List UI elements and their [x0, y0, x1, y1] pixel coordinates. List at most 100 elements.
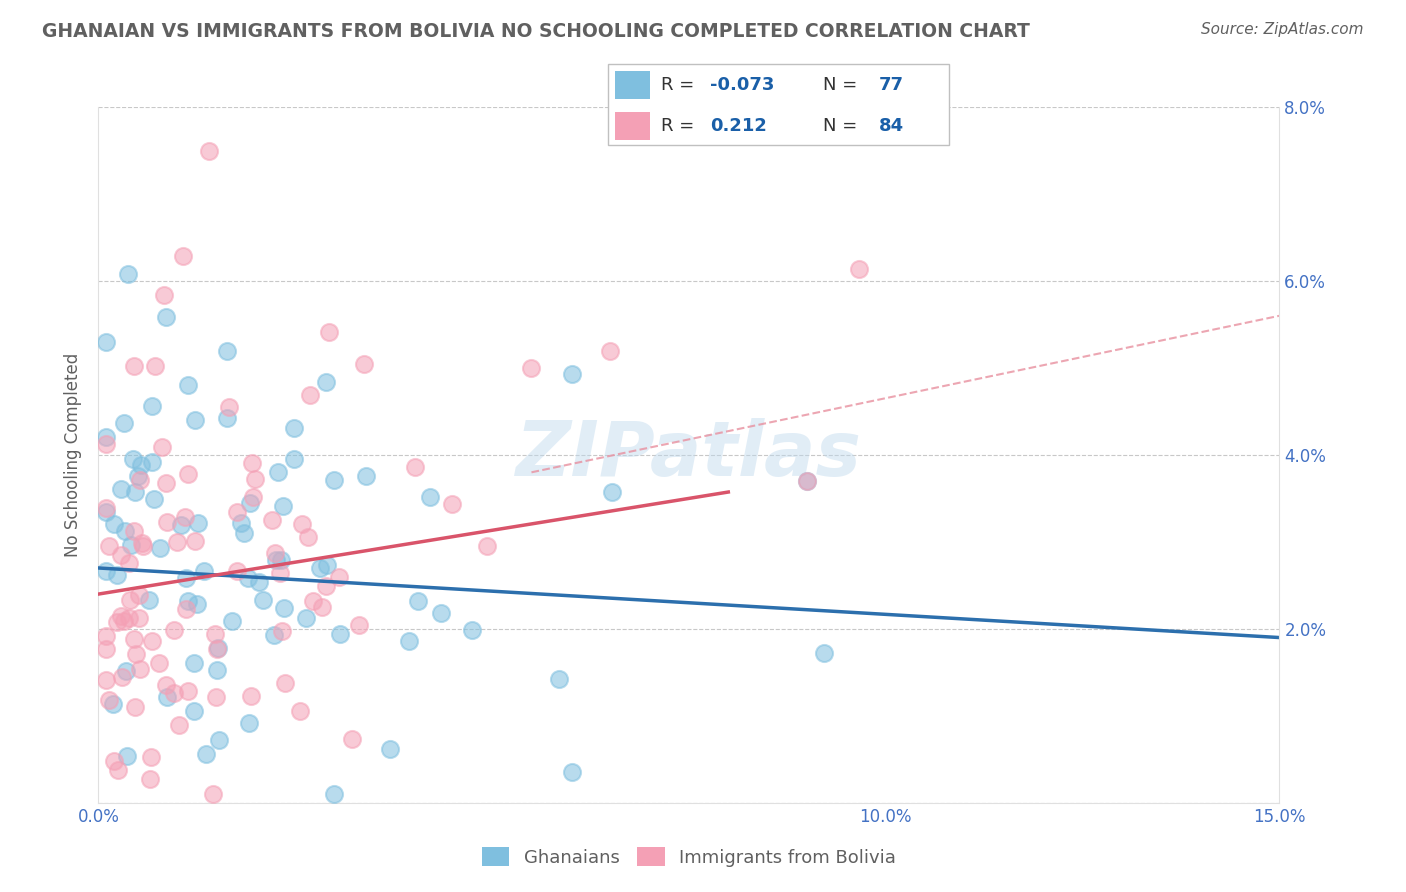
Point: [143, 359, 166, 374]
Point: [174, 571, 197, 585]
Point: [264, 546, 287, 560]
Point: [96, 430, 118, 444]
Point: [347, 617, 370, 632]
Point: [96, 641, 118, 656]
Point: [149, 541, 172, 555]
Point: [204, 626, 226, 640]
Text: -0.073: -0.073: [710, 77, 775, 95]
Point: [243, 472, 266, 486]
Point: [111, 670, 134, 684]
Point: [118, 611, 141, 625]
Point: [143, 491, 166, 506]
Point: [229, 516, 252, 530]
Point: [238, 716, 260, 731]
Point: [242, 491, 264, 505]
Point: [138, 593, 160, 607]
Point: [150, 440, 173, 454]
Text: 77: 77: [879, 77, 904, 95]
Point: [440, 497, 463, 511]
Point: [186, 597, 208, 611]
Point: [172, 249, 194, 263]
Point: [548, 672, 571, 686]
Point: [430, 607, 453, 621]
Text: ZIPatlas: ZIPatlas: [516, 418, 862, 491]
Point: [120, 538, 142, 552]
Point: [207, 641, 229, 656]
Point: [260, 513, 283, 527]
Point: [197, 144, 219, 158]
Point: [271, 500, 294, 514]
Point: [309, 561, 332, 575]
Point: [263, 628, 285, 642]
Point: [264, 553, 287, 567]
Point: [247, 575, 270, 590]
Point: [96, 505, 118, 519]
Point: [141, 399, 163, 413]
Point: [311, 600, 333, 615]
Point: [163, 686, 186, 700]
Point: [184, 533, 207, 548]
Point: [97, 539, 120, 553]
Point: [177, 594, 200, 608]
Point: [315, 579, 337, 593]
Point: [115, 749, 138, 764]
Text: N =: N =: [823, 77, 862, 95]
Point: [353, 357, 375, 371]
Point: [600, 485, 623, 500]
Point: [96, 673, 118, 688]
Point: [110, 549, 132, 563]
Point: [110, 483, 132, 497]
Point: [96, 500, 118, 515]
Point: [129, 458, 152, 473]
Point: [561, 368, 583, 382]
Point: [96, 335, 118, 350]
Point: [328, 570, 350, 584]
Point: [322, 474, 344, 488]
Point: [475, 539, 498, 553]
Point: [129, 662, 152, 676]
Point: [848, 262, 870, 277]
Point: [207, 640, 229, 655]
Point: [124, 485, 146, 500]
Text: GHANAIAN VS IMMIGRANTS FROM BOLIVIA NO SCHOOLING COMPLETED CORRELATION CHART: GHANAIAN VS IMMIGRANTS FROM BOLIVIA NO S…: [42, 22, 1031, 41]
Point: [98, 693, 121, 707]
Point: [283, 421, 305, 435]
Point: [298, 388, 321, 402]
Point: [273, 601, 295, 615]
Point: [166, 534, 188, 549]
Point: [115, 664, 138, 678]
Point: [128, 588, 150, 602]
Point: [112, 614, 135, 628]
Point: [141, 634, 163, 648]
Point: [283, 451, 305, 466]
Point: [107, 763, 129, 777]
Point: [194, 747, 217, 761]
Point: [101, 697, 124, 711]
Point: [174, 509, 197, 524]
Point: [252, 593, 274, 607]
Point: [127, 468, 149, 483]
Point: [184, 413, 207, 427]
Text: Source: ZipAtlas.com: Source: ZipAtlas.com: [1201, 22, 1364, 37]
Point: [291, 517, 314, 532]
Point: [520, 360, 543, 375]
Point: [167, 718, 190, 732]
Point: [215, 344, 238, 359]
Point: [295, 610, 318, 624]
Point: [240, 457, 263, 471]
Point: [155, 476, 177, 491]
Point: [139, 750, 162, 764]
Point: [323, 787, 346, 801]
Point: [96, 628, 118, 642]
Point: [122, 451, 145, 466]
Point: [561, 764, 583, 779]
Point: [208, 733, 231, 747]
Point: [240, 689, 263, 703]
Point: [163, 623, 186, 637]
Point: [318, 325, 340, 339]
Point: [226, 505, 249, 519]
Point: [398, 634, 420, 648]
Point: [107, 568, 129, 582]
Point: [124, 359, 146, 373]
Point: [406, 593, 429, 607]
